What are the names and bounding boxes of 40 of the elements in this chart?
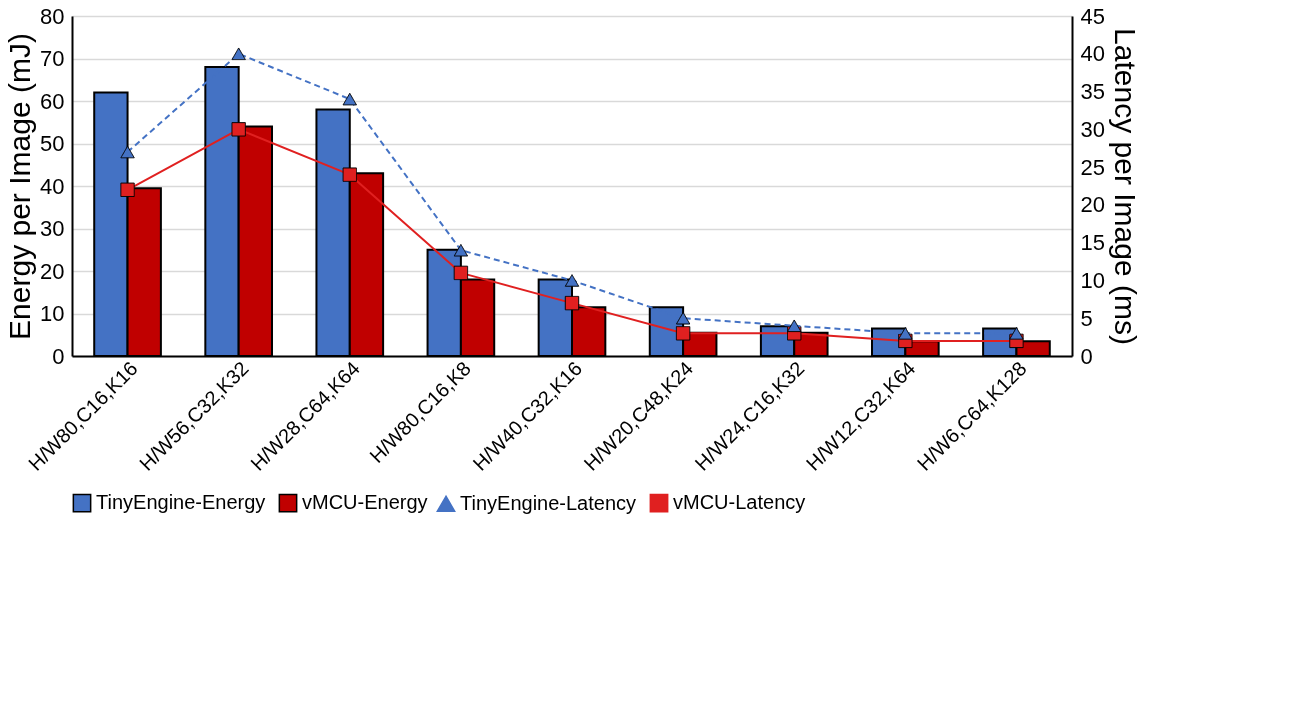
y-tick-label: 40 (40, 173, 65, 199)
y2-tick-label: 20 (1080, 192, 1105, 218)
point (120, 145, 135, 159)
point (231, 47, 246, 61)
y-axis-title: Energy per Image (mJ) (3, 33, 37, 340)
y-tick-label: 30 (40, 216, 65, 241)
y-tick-label: 20 (40, 258, 65, 284)
y2-axis-title: Latency per Image (ms) (1108, 28, 1142, 345)
y2-tick-label: 10 (1080, 267, 1105, 293)
point (120, 182, 135, 197)
y-tick-label: 70 (40, 46, 65, 71)
y2-tick-label: 25 (1080, 154, 1105, 180)
y2-tick-label: 35 (1080, 79, 1105, 105)
legend-label: vMCU-Latency (673, 491, 806, 514)
y-tick-label: 10 (40, 301, 65, 326)
y-tick-label: 60 (40, 88, 65, 114)
point (675, 326, 691, 341)
point (564, 274, 580, 287)
y2-tick-label: 30 (1080, 116, 1105, 142)
y2-tick-label: 15 (1080, 230, 1105, 256)
point (1009, 327, 1024, 340)
point (453, 243, 469, 257)
y-tick-label: 80 (40, 3, 65, 29)
y2-tick-label: 5 (1080, 305, 1093, 331)
point (453, 265, 469, 281)
point (787, 319, 802, 333)
point (675, 311, 691, 325)
point (342, 92, 357, 106)
y-tick-label: 50 (40, 131, 65, 156)
point (898, 327, 913, 340)
legend-label: vMCU-Energy (302, 491, 428, 514)
point (564, 295, 580, 311)
legend-label: TinyEngine-Energy (96, 491, 266, 514)
y2-tick-label: 0 (1080, 343, 1093, 369)
y2-tick-label: 40 (1080, 41, 1105, 67)
y-tick-label: 0 (52, 343, 65, 369)
point (231, 122, 246, 137)
point (342, 167, 357, 182)
y2-tick-label: 45 (1080, 3, 1105, 29)
legend-label: TinyEngine-Latency (460, 491, 637, 514)
